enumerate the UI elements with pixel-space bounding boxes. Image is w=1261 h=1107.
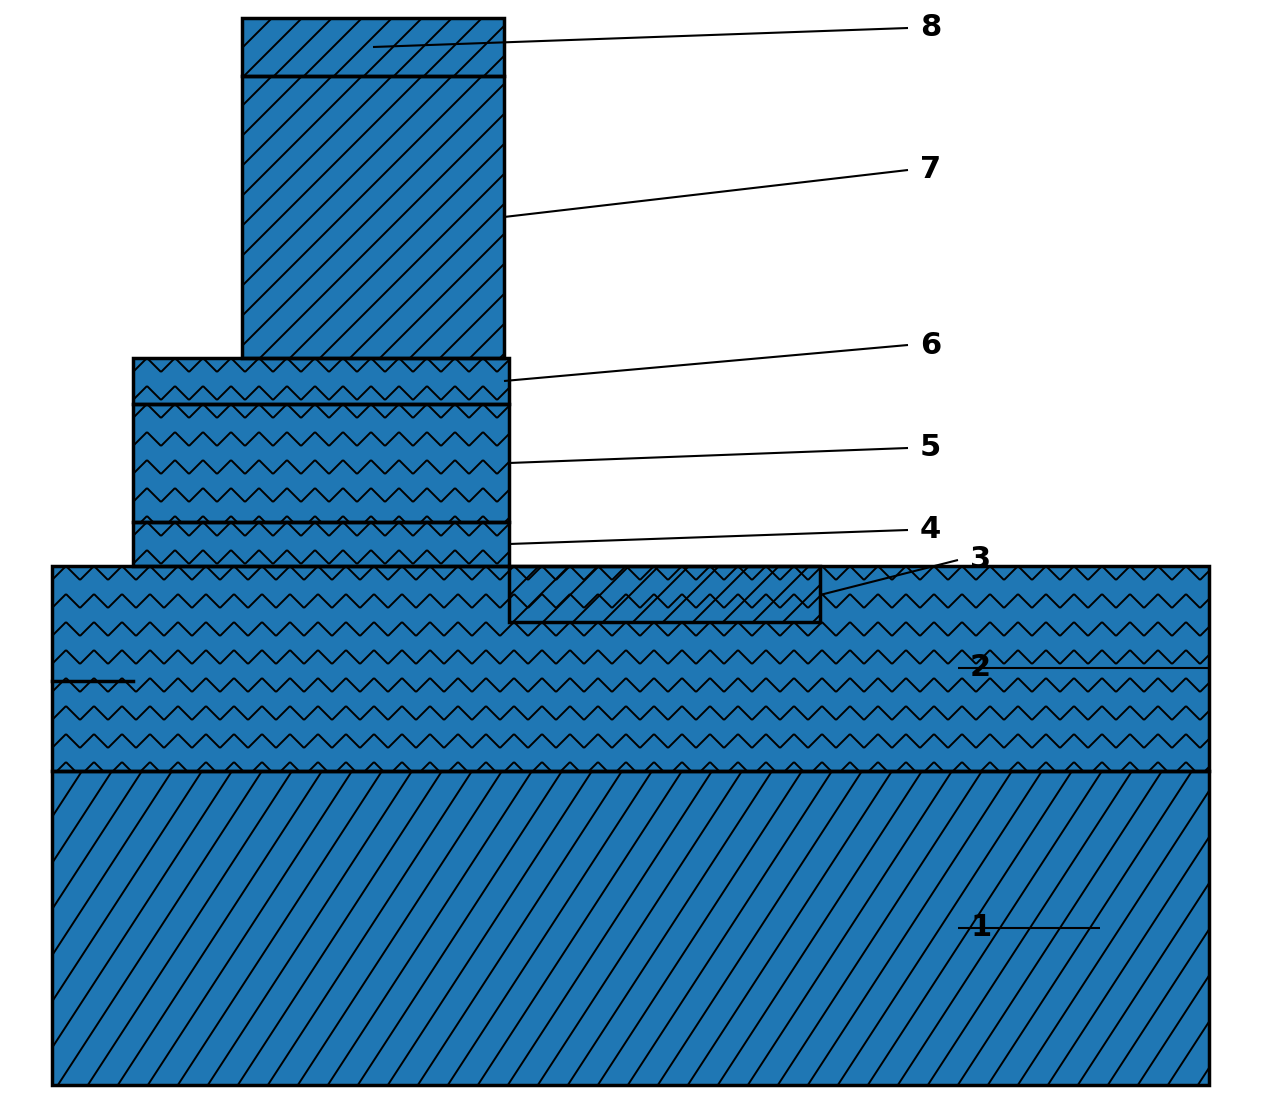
Bar [132,358,509,404]
Bar [132,523,509,566]
Text: 6: 6 [921,331,941,360]
Text: 4: 4 [921,516,941,545]
Bar [52,566,1209,770]
Bar [52,566,1209,770]
Bar [242,76,504,358]
Bar [242,18,504,76]
Text: 8: 8 [921,13,941,42]
Bar [509,566,820,622]
Bar [242,18,504,76]
Bar [509,566,820,622]
Bar [132,523,509,566]
Text: 1: 1 [970,913,991,942]
Text: 7: 7 [921,155,941,185]
Bar [52,770,1209,1085]
Bar [242,76,504,358]
Bar [52,770,1209,1085]
Text: 2: 2 [970,653,991,683]
Text: 3: 3 [970,546,991,575]
Bar [132,404,509,523]
Bar [132,358,509,404]
Bar [132,404,509,523]
Text: 5: 5 [921,434,941,463]
